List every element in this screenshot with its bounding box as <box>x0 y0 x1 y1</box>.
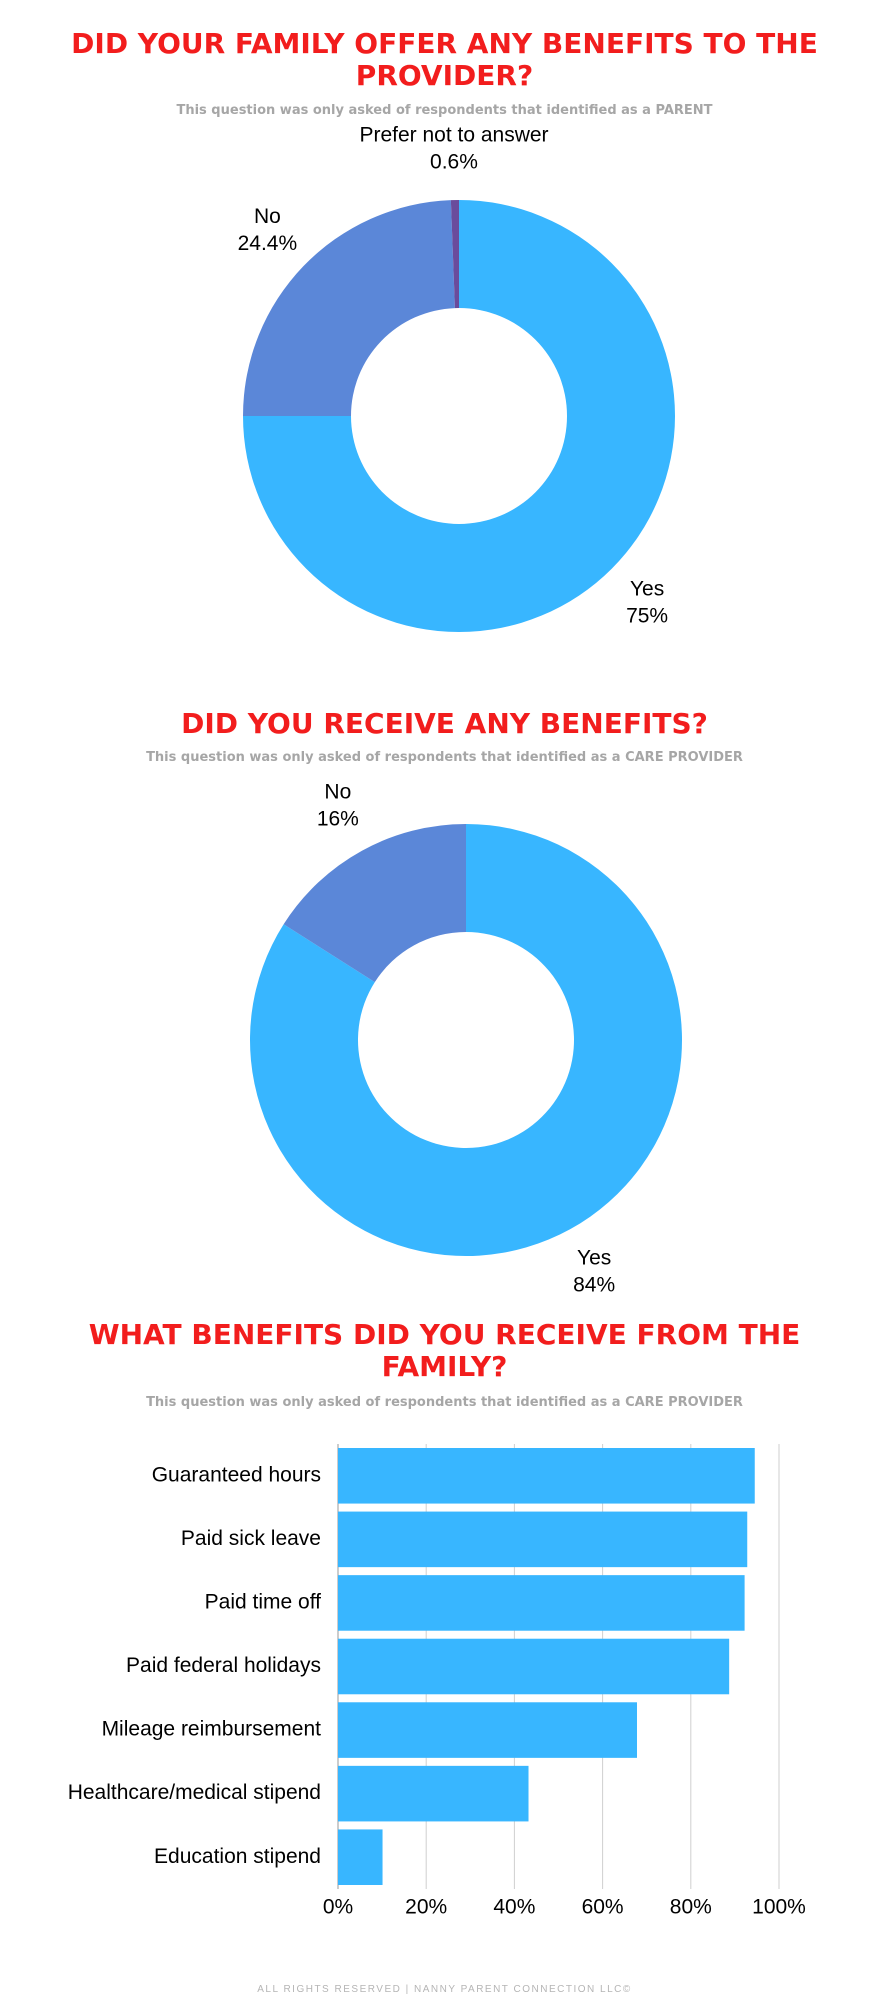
category-label: Paid sick leave <box>181 1527 321 1550</box>
category-label: Healthcare/medical stipend <box>68 1781 321 1804</box>
chart-subtitle: This question was only asked of responde… <box>146 750 743 765</box>
donut-slice <box>450 200 459 309</box>
slice-value: 0.6% <box>430 151 478 174</box>
chart-title: WHAT BENEFITS DID YOU RECEIVE FROM THE F… <box>88 1318 801 1383</box>
slice-label: Yes <box>577 1247 611 1270</box>
slice-value: 24.4% <box>238 232 298 255</box>
slice-value: 84% <box>573 1274 615 1297</box>
chart-title: DID YOUR FAMILY OFFER ANY BENEFITS TO TH… <box>71 27 818 92</box>
x-tick-label: 20% <box>405 1896 447 1919</box>
donut-slice <box>283 824 466 983</box>
category-label: Paid federal holidays <box>126 1654 321 1677</box>
donut-slice <box>250 824 683 1256</box>
slice-value: 16% <box>317 807 359 830</box>
footer: ALL RIGHTS RESERVED | NANNY PARENT CONNE… <box>257 1984 632 1995</box>
slice-value: 75% <box>626 605 668 628</box>
category-label: Education stipend <box>154 1845 321 1868</box>
bar <box>338 1829 383 1885</box>
bar <box>338 1765 529 1822</box>
x-tick-label: 60% <box>582 1896 624 1919</box>
category-label: Paid time off <box>205 1590 322 1613</box>
donut-slice <box>243 200 675 632</box>
category-label: Mileage reimbursement <box>102 1718 322 1741</box>
slice-label: Prefer not to answer <box>359 124 548 147</box>
category-label: Guaranteed hours <box>152 1463 321 1486</box>
x-tick-label: 80% <box>670 1896 712 1919</box>
x-tick-label: 0% <box>323 1896 353 1919</box>
slice-label: No <box>324 780 351 803</box>
x-tick-label: 40% <box>493 1896 535 1919</box>
bar <box>338 1448 755 1504</box>
chart-subtitle: This question was only asked of responde… <box>176 103 713 118</box>
bar <box>338 1702 637 1758</box>
donut-slice <box>243 200 455 416</box>
x-tick-label: 100% <box>752 1896 806 1919</box>
bar <box>338 1638 730 1695</box>
slice-label: Yes <box>630 578 664 601</box>
slice-label: No <box>254 205 281 228</box>
bar <box>338 1575 745 1631</box>
chart-title: DID YOU RECEIVE ANY BENEFITS? <box>181 707 708 740</box>
bar <box>338 1511 748 1568</box>
chart-subtitle: This question was only asked of responde… <box>146 1395 743 1410</box>
